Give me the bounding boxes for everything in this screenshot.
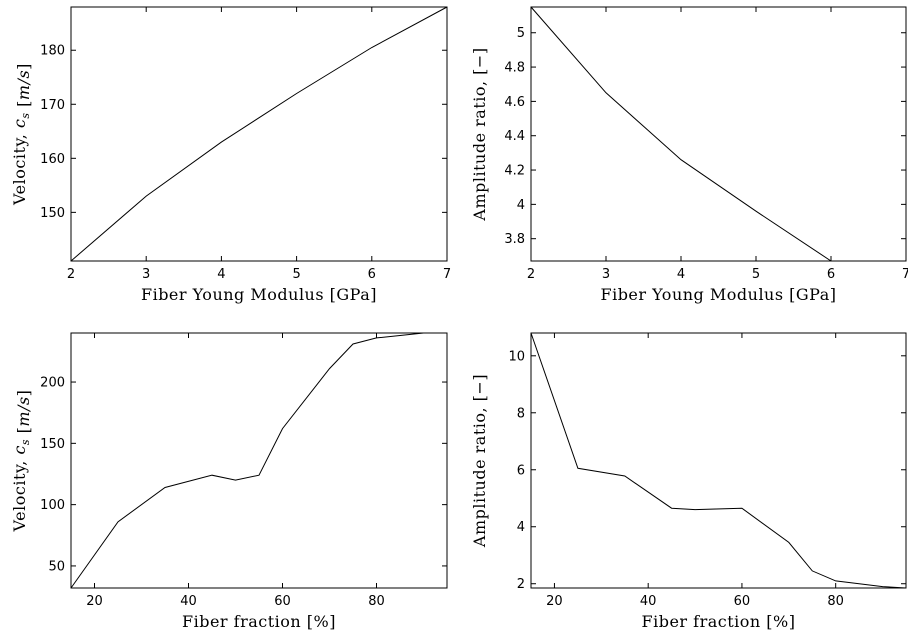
chart-4: 20 40 60 80 2 4 6 8 10 Fiber fraction [%] Amplitud… xyxy=(470,332,907,631)
x-axis-label: Fiber Young Modulus [GPa] xyxy=(600,285,836,304)
y-axis-label: Velocity, cs [m/s] xyxy=(10,390,33,533)
series-line xyxy=(530,332,907,589)
axes-frame xyxy=(70,6,448,262)
y-tick-label: 100 xyxy=(40,498,65,513)
y-axis-label: Amplitude ratio, [−] xyxy=(470,374,489,548)
y-tick-label: 160 xyxy=(40,152,65,167)
y-tick-label: 150 xyxy=(40,437,65,452)
x-axis-label: Fiber fraction [%] xyxy=(182,612,336,631)
x-tick-label: 2 xyxy=(527,267,535,282)
x-tick-label: 6 xyxy=(368,267,376,282)
y-tick-label: 4.4 xyxy=(504,129,525,144)
y-tick-label: 4.6 xyxy=(504,95,525,110)
y-tick-label: 2 xyxy=(517,577,525,592)
x-axis-label: Fiber Young Modulus [GPa] xyxy=(141,285,377,304)
x-tick-label: 60 xyxy=(734,594,751,609)
x-tick-label: 5 xyxy=(292,267,300,282)
x-tick-label: 20 xyxy=(546,594,563,609)
axes-frame xyxy=(70,332,448,589)
y-tick-label: 3.8 xyxy=(504,232,525,247)
x-tick-label: 40 xyxy=(640,594,657,609)
x-tick-label: 2 xyxy=(67,267,75,282)
axes-frame xyxy=(530,332,907,589)
x-tick-label: 20 xyxy=(86,594,103,609)
x-tick-label: 4 xyxy=(677,267,685,282)
x-tick-label: 5 xyxy=(752,267,760,282)
series-line xyxy=(530,6,832,262)
x-tick-label: 7 xyxy=(443,267,451,282)
y-axis-label: Velocity, cs [m/s] xyxy=(10,63,33,206)
y-tick-label: 5 xyxy=(517,26,525,41)
x-tick-label: 4 xyxy=(217,267,225,282)
y-tick-label: 10 xyxy=(508,349,525,364)
y-tick-label: 200 xyxy=(40,376,65,391)
y-tick-label: 4 xyxy=(517,198,525,213)
chart-1: 2 3 4 5 6 7 150 160 170 180 Fiber Young Modulus [G… xyxy=(10,6,451,304)
x-tick-label: 80 xyxy=(827,594,844,609)
x-tick-label: 40 xyxy=(180,594,197,609)
series-line xyxy=(70,332,447,589)
y-tick-label: 180 xyxy=(40,44,65,59)
x-tick-label: 60 xyxy=(274,594,291,609)
x-tick-label: 3 xyxy=(142,267,150,282)
y-axis-label: Amplitude ratio, [−] xyxy=(470,47,489,221)
y-tick-label: 170 xyxy=(40,98,65,113)
y-tick-label: 4.8 xyxy=(504,61,525,76)
chart-2: 2 3 4 5 6 7 3.8 4 4.2 4.4 4.6 4.8 5 Fiber Young Modul… xyxy=(470,6,908,304)
x-tick-label: 6 xyxy=(827,267,835,282)
x-tick-label: 3 xyxy=(602,267,610,282)
x-tick-label: 80 xyxy=(368,594,385,609)
y-tick-label: 4 xyxy=(517,520,525,535)
series-line xyxy=(70,6,448,262)
y-tick-label: 50 xyxy=(48,559,65,574)
y-tick-label: 150 xyxy=(40,206,65,221)
x-axis-label: Fiber fraction [%] xyxy=(642,612,796,631)
x-tick-label: 7 xyxy=(902,267,908,282)
y-tick-label: 8 xyxy=(517,406,525,421)
axes-frame xyxy=(530,6,907,262)
chart-3: 20 40 60 80 50 100 150 200 Fiber fraction [%] Vel… xyxy=(10,332,448,631)
y-tick-label: 6 xyxy=(517,463,525,478)
y-tick-label: 4.2 xyxy=(504,164,525,179)
